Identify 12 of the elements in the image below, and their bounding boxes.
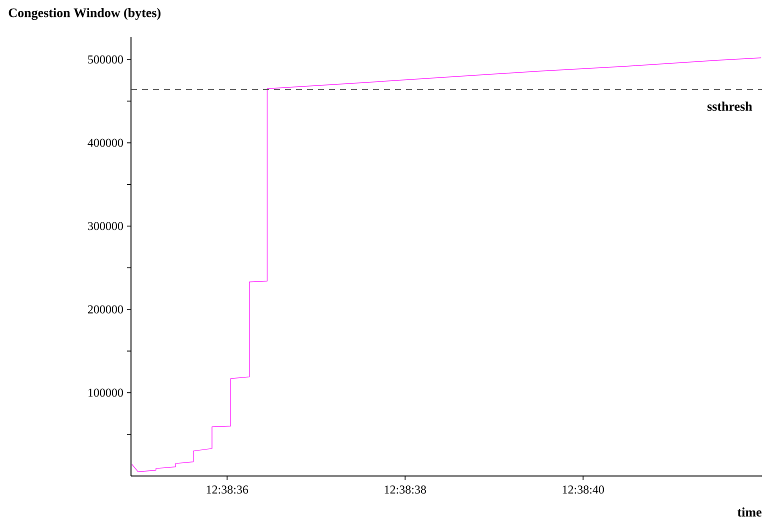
line-series [132,58,762,472]
y-tick-label: 100000 [88,388,124,397]
y-axis-title: Congestion Window (bytes) [8,8,160,20]
x-tick-label: 12:38:38 [384,486,426,494]
y-tick-label: 300000 [88,222,124,230]
y-tick-label: 200000 [88,305,124,314]
x-tick-label: 12:38:36 [206,486,248,494]
x-axis-title: time [737,507,762,517]
x-tick-label: 12:38:40 [562,486,604,494]
y-tick-label: 500000 [88,55,124,64]
ref-line-label: ssthresh [707,102,752,111]
y-tick-label: 400000 [88,138,124,147]
